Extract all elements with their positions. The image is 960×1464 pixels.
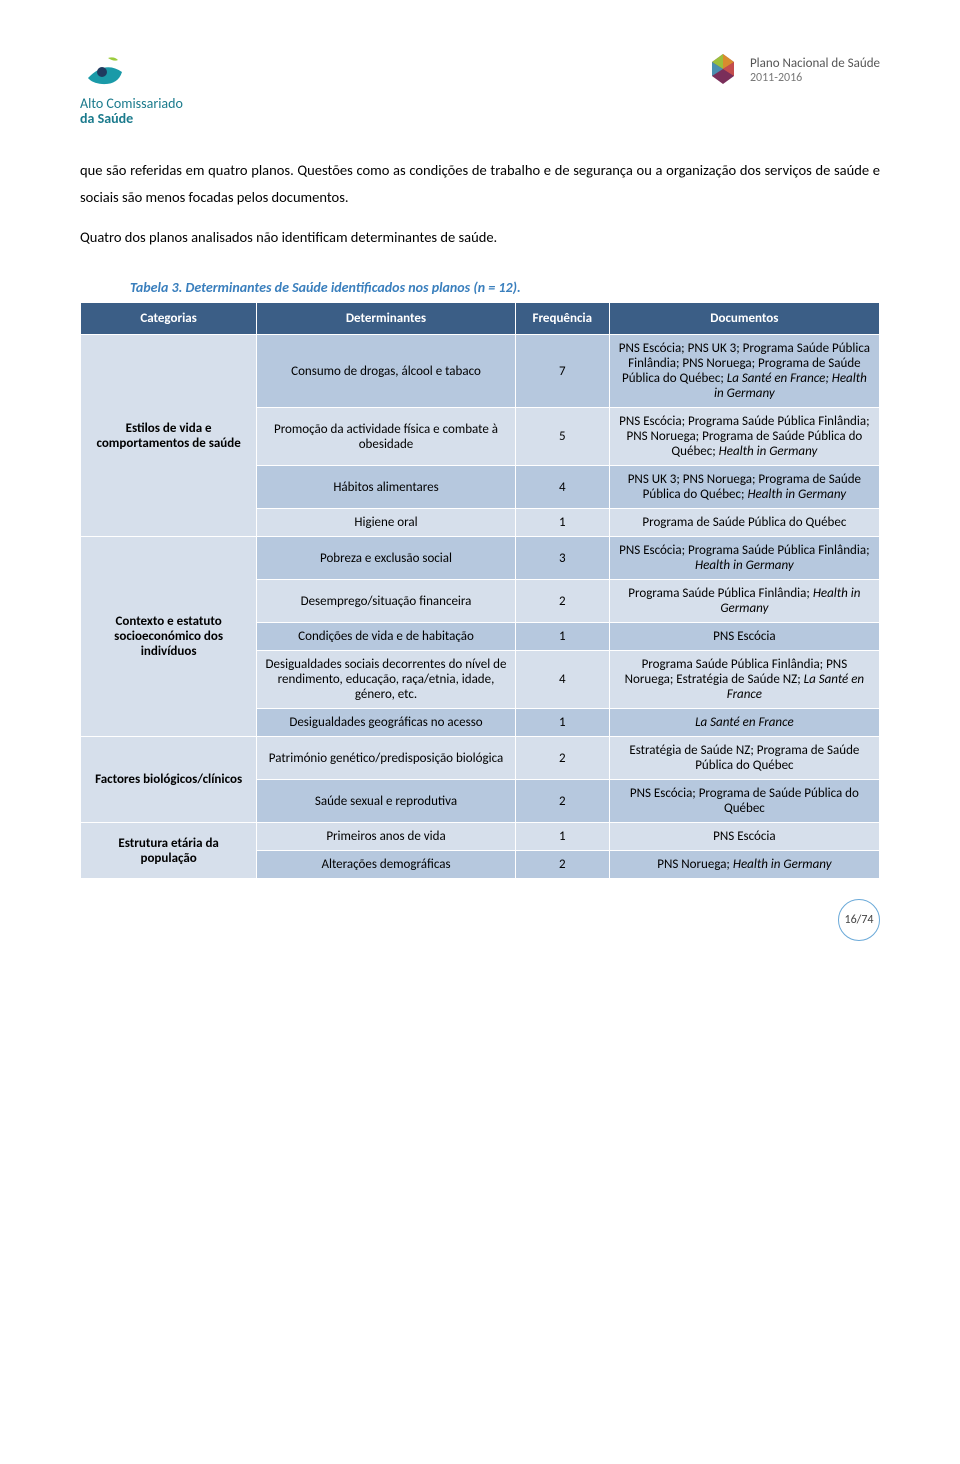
- logo-left: Alto Comissariado da Saúde: [80, 50, 183, 127]
- col-determinantes: Determinantes: [257, 303, 516, 335]
- table-row: Estrutura etária da populaçãoPrimeiros a…: [81, 823, 880, 851]
- documents-cell: PNS Escócia: [609, 823, 879, 851]
- page-header: Alto Comissariado da Saúde Plano Naciona…: [80, 50, 880, 127]
- table-row: Factores biológicos/clínicosPatrimónio g…: [81, 737, 880, 780]
- frequency-cell: 2: [515, 737, 609, 780]
- documents-cell: PNS Noruega; Health in Germany: [609, 851, 879, 879]
- documents-cell: Programa Saúde Pública Finlândia; PNS No…: [609, 651, 879, 709]
- documents-cell: PNS Escócia; PNS UK 3; Programa Saúde Pú…: [609, 335, 879, 408]
- determinants-table: Categorias Determinantes Frequência Docu…: [80, 302, 880, 879]
- paragraph-1: que são referidas em quatro planos. Ques…: [80, 157, 880, 212]
- frequency-cell: 7: [515, 335, 609, 408]
- determinant-cell: Condições de vida e de habitação: [257, 623, 516, 651]
- logo-right-line1: Plano Nacional de Saúde: [750, 57, 880, 71]
- table-row: Estilos de vida e comportamentos de saúd…: [81, 335, 880, 408]
- frequency-cell: 2: [515, 580, 609, 623]
- documents-cell: Estratégia de Saúde NZ; Programa de Saúd…: [609, 737, 879, 780]
- col-frequencia: Frequência: [515, 303, 609, 335]
- frequency-cell: 1: [515, 509, 609, 537]
- logo-right: Plano Nacional de Saúde 2011-2016: [704, 50, 880, 92]
- page-number-badge: 16/74: [838, 899, 880, 941]
- determinant-cell: Pobreza e exclusão social: [257, 537, 516, 580]
- documents-cell: La Santé en France: [609, 709, 879, 737]
- determinant-cell: Hábitos alimentares: [257, 466, 516, 509]
- col-categorias: Categorias: [81, 303, 257, 335]
- documents-cell: PNS Escócia; Programa de Saúde Pública d…: [609, 780, 879, 823]
- determinant-cell: Desemprego/situação financeira: [257, 580, 516, 623]
- determinant-cell: Desigualdades sociais decorrentes do nív…: [257, 651, 516, 709]
- frequency-cell: 5: [515, 408, 609, 466]
- category-cell: Factores biológicos/clínicos: [81, 737, 257, 823]
- determinant-cell: Primeiros anos de vida: [257, 823, 516, 851]
- pns-logo-icon: [704, 50, 742, 92]
- frequency-cell: 2: [515, 780, 609, 823]
- table-header-row: Categorias Determinantes Frequência Docu…: [81, 303, 880, 335]
- table-title: Tabela 3. Determinantes de Saúde identif…: [130, 279, 880, 296]
- frequency-cell: 3: [515, 537, 609, 580]
- documents-cell: Programa de Saúde Pública do Québec: [609, 509, 879, 537]
- frequency-cell: 1: [515, 623, 609, 651]
- frequency-cell: 4: [515, 651, 609, 709]
- table-row: Contexto e estatuto socioeconómico dos i…: [81, 537, 880, 580]
- determinant-cell: Saúde sexual e reprodutiva: [257, 780, 516, 823]
- paragraph-2: Quatro dos planos analisados não identif…: [80, 224, 880, 252]
- documents-cell: Programa Saúde Pública Finlândia; Health…: [609, 580, 879, 623]
- frequency-cell: 1: [515, 709, 609, 737]
- documents-cell: PNS UK 3; PNS Noruega; Programa de Saúde…: [609, 466, 879, 509]
- determinant-cell: Desigualdades geográficas no acesso: [257, 709, 516, 737]
- determinant-cell: Alterações demográficas: [257, 851, 516, 879]
- documents-cell: PNS Escócia: [609, 623, 879, 651]
- determinant-cell: Higiene oral: [257, 509, 516, 537]
- frequency-cell: 2: [515, 851, 609, 879]
- documents-cell: PNS Escócia; Programa Saúde Pública Finl…: [609, 537, 879, 580]
- determinant-cell: Promoção da actividade física e combate …: [257, 408, 516, 466]
- acs-logo-icon: [80, 50, 130, 92]
- category-cell: Estrutura etária da população: [81, 823, 257, 879]
- logo-left-line1: Alto Comissariado: [80, 96, 183, 111]
- col-documentos: Documentos: [609, 303, 879, 335]
- category-cell: Contexto e estatuto socioeconómico dos i…: [81, 537, 257, 737]
- determinant-cell: Património genético/predisposição biológ…: [257, 737, 516, 780]
- logo-right-line2: 2011-2016: [750, 72, 880, 85]
- documents-cell: PNS Escócia; Programa Saúde Pública Finl…: [609, 408, 879, 466]
- category-cell: Estilos de vida e comportamentos de saúd…: [81, 335, 257, 537]
- determinant-cell: Consumo de drogas, álcool e tabaco: [257, 335, 516, 408]
- frequency-cell: 1: [515, 823, 609, 851]
- page-footer: 16/74: [80, 899, 880, 941]
- logo-left-line2: da Saúde: [80, 111, 133, 126]
- frequency-cell: 4: [515, 466, 609, 509]
